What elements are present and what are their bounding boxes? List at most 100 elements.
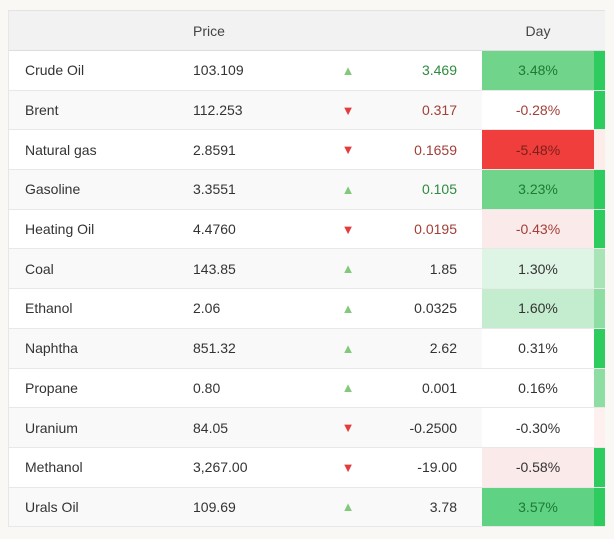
table-row[interactable]: Natural gas 2.8591 ▼ 0.1659 -5.48% bbox=[9, 130, 605, 171]
weekly-strip bbox=[594, 447, 605, 487]
commodity-name[interactable]: Coal bbox=[25, 260, 54, 277]
weekly-strip bbox=[594, 249, 605, 289]
day-percent-cell: 0.16% bbox=[482, 368, 594, 408]
direction-cell: ▲ bbox=[313, 369, 383, 408]
commodity-name[interactable]: Uranium bbox=[25, 419, 78, 436]
up-arrow-icon: ▲ bbox=[341, 340, 355, 356]
down-arrow-icon: ▼ bbox=[341, 420, 355, 436]
direction-cell: ▲ bbox=[313, 488, 383, 527]
weekly-strip bbox=[594, 90, 605, 130]
commodities-table: Price Day Crude Oil 103.109 ▲ 3.469 3.48… bbox=[8, 10, 605, 528]
price-value: 109.69 bbox=[193, 498, 236, 515]
day-percent-cell: -0.43% bbox=[482, 209, 594, 249]
table-body: Crude Oil 103.109 ▲ 3.469 3.48% Brent 11… bbox=[9, 51, 605, 528]
direction-cell: ▲ bbox=[313, 170, 383, 209]
price-value: 103.109 bbox=[193, 62, 244, 79]
commodity-name[interactable]: Ethanol bbox=[25, 300, 73, 317]
commodity-name[interactable]: Urals Oil bbox=[25, 498, 79, 515]
commodity-name[interactable]: Heating Oil bbox=[25, 221, 95, 238]
direction-cell: ▼ bbox=[313, 130, 383, 169]
weekly-strip bbox=[594, 368, 605, 408]
weekly-strip bbox=[594, 51, 605, 90]
change-value: 0.0195 bbox=[414, 221, 457, 238]
direction-cell: ▼ bbox=[313, 408, 383, 447]
up-arrow-icon: ▲ bbox=[341, 380, 355, 396]
up-arrow-icon: ▲ bbox=[341, 499, 355, 515]
header-change-spacer bbox=[383, 11, 482, 50]
table-row[interactable]: Crude Oil 103.109 ▲ 3.469 3.48% bbox=[9, 51, 605, 91]
direction-cell: ▲ bbox=[313, 51, 383, 90]
header-name bbox=[9, 11, 193, 50]
commodity-name[interactable]: Methanol bbox=[25, 459, 83, 476]
price-value: 0.80 bbox=[193, 379, 221, 396]
day-percent-cell: 3.48% bbox=[482, 51, 594, 90]
direction-cell: ▼ bbox=[313, 91, 383, 130]
table-row[interactable]: Naphtha 851.32 ▲ 2.62 0.31% bbox=[9, 328, 605, 369]
table-row[interactable]: Uranium 84.05 ▼ -0.2500 -0.30% bbox=[9, 408, 605, 448]
direction-cell: ▲ bbox=[313, 329, 383, 368]
price-value: 3,267.00 bbox=[193, 459, 248, 476]
weekly-strip bbox=[594, 487, 605, 527]
table-header-row: Price Day bbox=[9, 11, 605, 51]
change-value: 0.0325 bbox=[414, 300, 457, 317]
price-value: 143.85 bbox=[193, 260, 236, 277]
price-value: 2.8591 bbox=[193, 141, 236, 158]
table-row[interactable]: Heating Oil 4.4760 ▼ 0.0195 -0.43% bbox=[9, 209, 605, 250]
up-arrow-icon: ▲ bbox=[341, 181, 355, 197]
price-value: 851.32 bbox=[193, 340, 236, 357]
commodity-name[interactable]: Crude Oil bbox=[25, 62, 85, 79]
header-price: Price bbox=[193, 22, 225, 39]
change-value: 0.001 bbox=[421, 379, 457, 396]
commodity-name[interactable]: Natural gas bbox=[25, 141, 97, 158]
weekly-strip bbox=[594, 209, 605, 249]
price-value: 2.06 bbox=[193, 300, 221, 317]
up-arrow-icon: ▲ bbox=[341, 62, 355, 78]
table-row[interactable]: Coal 143.85 ▲ 1.85 1.30% bbox=[9, 249, 605, 290]
change-value: 3.469 bbox=[421, 62, 457, 79]
table-row[interactable]: Brent 112.253 ▼ 0.317 -0.28% bbox=[9, 90, 605, 131]
table-row[interactable]: Gasoline 3.3551 ▲ 0.105 3.23% bbox=[9, 170, 605, 210]
price-value: 84.05 bbox=[193, 419, 229, 436]
commodity-name[interactable]: Propane bbox=[25, 379, 78, 396]
change-value: -19.00 bbox=[417, 459, 457, 476]
day-percent-cell: 1.60% bbox=[482, 289, 594, 328]
price-value: 112.253 bbox=[193, 102, 243, 119]
direction-cell: ▲ bbox=[313, 249, 383, 288]
header-strip-spacer bbox=[594, 11, 605, 50]
header-arrow-spacer bbox=[313, 11, 383, 50]
table-row[interactable]: Ethanol 2.06 ▲ 0.0325 1.60% bbox=[9, 289, 605, 329]
commodity-name[interactable]: Brent bbox=[25, 102, 59, 119]
direction-cell: ▼ bbox=[313, 448, 383, 487]
down-arrow-icon: ▼ bbox=[341, 142, 355, 158]
table-row[interactable]: Methanol 3,267.00 ▼ -19.00 -0.58% bbox=[9, 447, 605, 488]
change-value: 0.1659 bbox=[414, 141, 457, 158]
day-percent-cell: -0.58% bbox=[482, 447, 594, 487]
day-percent-cell: 3.23% bbox=[482, 170, 594, 209]
up-arrow-icon: ▲ bbox=[341, 300, 355, 316]
day-percent-cell: 0.31% bbox=[482, 328, 594, 368]
day-percent-cell: 1.30% bbox=[482, 249, 594, 289]
commodity-name[interactable]: Naphtha bbox=[25, 340, 78, 357]
change-value: -0.2500 bbox=[409, 419, 457, 436]
weekly-strip bbox=[594, 328, 605, 368]
down-arrow-icon: ▼ bbox=[341, 221, 355, 237]
table-row[interactable]: Urals Oil 109.69 ▲ 3.78 3.57% bbox=[9, 487, 605, 528]
header-day: Day bbox=[525, 22, 551, 39]
change-value: 0.317 bbox=[421, 102, 457, 119]
change-value: 2.62 bbox=[429, 340, 457, 357]
price-value: 3.3551 bbox=[193, 181, 236, 198]
price-value: 4.4760 bbox=[193, 221, 236, 238]
commodity-name[interactable]: Gasoline bbox=[25, 181, 81, 198]
direction-cell: ▲ bbox=[313, 289, 383, 328]
day-percent-cell: -5.48% bbox=[482, 130, 594, 170]
table-row[interactable]: Propane 0.80 ▲ 0.001 0.16% bbox=[9, 368, 605, 409]
change-value: 3.78 bbox=[429, 498, 457, 515]
weekly-strip bbox=[594, 289, 605, 328]
weekly-strip bbox=[594, 130, 605, 170]
direction-cell: ▼ bbox=[313, 210, 383, 249]
down-arrow-icon: ▼ bbox=[341, 102, 355, 118]
day-percent-cell: -0.28% bbox=[482, 90, 594, 130]
down-arrow-icon: ▼ bbox=[341, 459, 355, 475]
change-value: 0.105 bbox=[421, 181, 457, 198]
change-value: 1.85 bbox=[429, 260, 457, 277]
